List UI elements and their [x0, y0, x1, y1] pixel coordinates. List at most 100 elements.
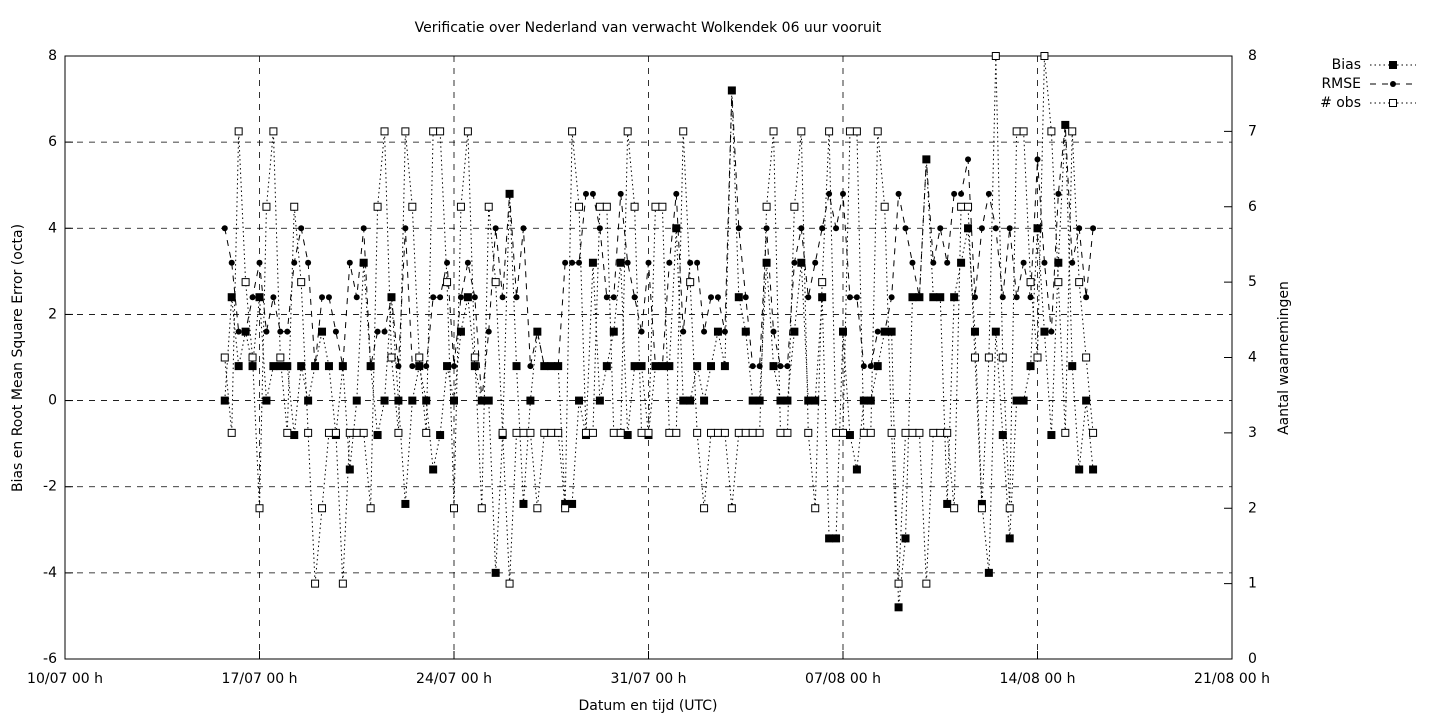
data-point: [721, 328, 728, 335]
data-point: [701, 328, 708, 335]
data-point: [832, 534, 841, 543]
data-point: [845, 127, 854, 136]
data-point: [1033, 224, 1042, 233]
data-point: [345, 428, 354, 437]
data-point: [1027, 294, 1034, 301]
data-point: [1083, 294, 1090, 301]
data-point: [512, 428, 521, 437]
data-point: [811, 396, 820, 405]
data-point: [860, 363, 867, 370]
data-point: [929, 428, 938, 437]
data-point: [1069, 259, 1076, 266]
data-point: [588, 428, 597, 437]
data-point: [589, 190, 596, 197]
data-point: [234, 127, 243, 136]
data-point: [853, 294, 860, 301]
data-point: [381, 328, 388, 335]
data-point: [1019, 396, 1028, 405]
data-point: [519, 428, 528, 437]
data-point: [353, 294, 360, 301]
data-point: [694, 259, 701, 266]
data-point: [359, 258, 368, 267]
data-point: [617, 190, 624, 197]
x-tick-label: 17/07 00 h: [222, 671, 298, 687]
data-point: [943, 428, 952, 437]
data-point: [367, 363, 374, 370]
data-point: [221, 225, 228, 232]
data-point: [269, 362, 278, 371]
data-point: [248, 362, 257, 371]
data-point: [241, 278, 250, 287]
data-point: [1041, 259, 1048, 266]
data-point: [409, 363, 416, 370]
data-point: [818, 293, 827, 302]
data-point: [491, 568, 500, 577]
data-point: [581, 428, 590, 437]
data-point: [693, 362, 702, 371]
data-point: [1012, 396, 1021, 405]
data-point: [852, 465, 861, 474]
data-point: [679, 127, 688, 136]
data-point: [534, 328, 541, 335]
data-point: [623, 127, 632, 136]
data-point: [734, 293, 743, 302]
data-point: [887, 428, 896, 437]
data-point: [588, 258, 597, 267]
data-point: [319, 294, 326, 301]
y2-tick-label: 7: [1248, 123, 1257, 139]
data-point: [797, 258, 806, 267]
data-point: [866, 428, 875, 437]
data-point: [485, 328, 492, 335]
data-point: [687, 259, 694, 266]
data-point: [533, 504, 542, 513]
data-point: [283, 362, 292, 371]
data-point: [881, 328, 888, 335]
data-point: [401, 127, 410, 136]
data-point: [416, 363, 423, 370]
data-point: [256, 259, 263, 266]
data-point: [784, 363, 791, 370]
data-point: [812, 259, 819, 266]
data-point: [936, 293, 945, 302]
data-point: [262, 396, 271, 405]
data-point: [672, 428, 681, 437]
data-point: [686, 396, 695, 405]
data-point: [478, 397, 485, 404]
data-point: [1040, 327, 1049, 336]
data-point: [825, 534, 834, 543]
data-point: [1006, 225, 1013, 232]
data-point: [220, 353, 229, 362]
data-point: [776, 428, 785, 437]
data-point: [463, 127, 472, 136]
data-point: [540, 428, 549, 437]
data-point: [991, 52, 1000, 60]
data-point: [1054, 258, 1063, 267]
legend-swatch-marker: [1389, 99, 1397, 107]
data-point: [965, 156, 972, 163]
data-point: [998, 353, 1007, 362]
y-tick-label: 6: [48, 134, 57, 150]
data-point: [985, 190, 992, 197]
data-point: [311, 579, 320, 588]
data-point: [797, 127, 806, 136]
data-point: [561, 504, 570, 513]
data-point: [463, 293, 472, 302]
data-point: [304, 396, 313, 405]
data-point: [623, 431, 632, 440]
data-point: [291, 259, 298, 266]
data-point: [833, 225, 840, 232]
data-point: [728, 87, 735, 94]
data-point: [867, 363, 874, 370]
y-tick-label: 8: [48, 48, 57, 64]
data-point: [568, 127, 577, 136]
data-point: [1055, 190, 1062, 197]
data-point: [519, 499, 528, 508]
data-point: [227, 293, 236, 302]
x-tick-label: 10/07 00 h: [27, 671, 103, 687]
data-point: [471, 294, 478, 301]
data-point: [450, 396, 458, 405]
data-point: [818, 278, 827, 287]
data-point: [644, 428, 653, 437]
data-point: [999, 294, 1006, 301]
